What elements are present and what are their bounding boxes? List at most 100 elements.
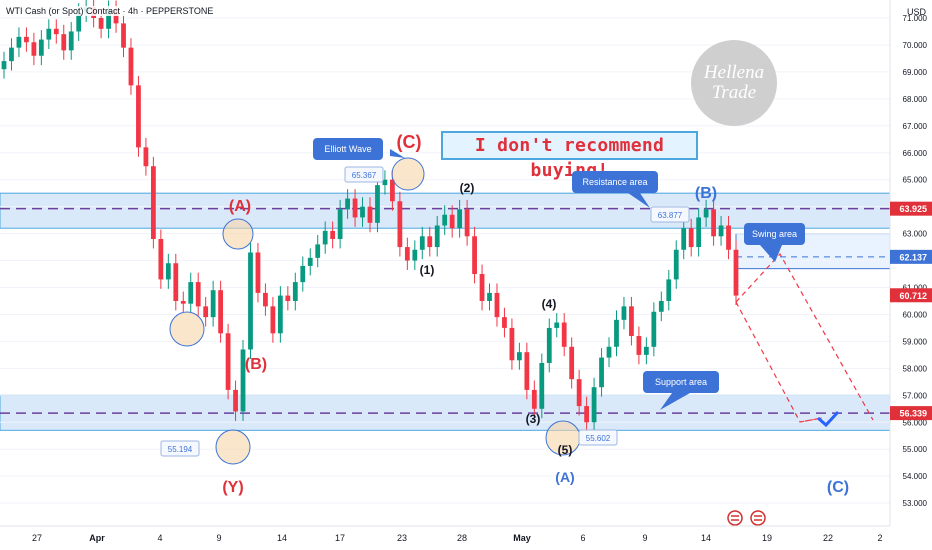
check-icon <box>817 410 840 428</box>
candle-body <box>315 244 321 258</box>
candle-body <box>113 9 119 24</box>
time-tick-label: 9 <box>642 533 647 543</box>
candle-body <box>98 18 104 29</box>
wave-label: (B) <box>695 185 717 202</box>
wave-label: (2) <box>460 181 475 195</box>
price-label-value: 63.925 <box>899 204 927 214</box>
price-tick-label: 55.000 <box>903 445 928 454</box>
candle-body <box>233 389 238 412</box>
candle-body <box>733 249 739 296</box>
symbol-title: WTI Cash (or Spot) Contract · 4h · PEPPE… <box>6 6 214 16</box>
price-label-box <box>890 288 932 303</box>
time-tick-label: Apr <box>89 533 105 543</box>
candle-body <box>658 300 664 312</box>
candle-body <box>584 406 590 423</box>
candle-body <box>165 263 171 280</box>
currency-label[interactable]: USD <box>906 7 926 17</box>
time-tick-label: 4 <box>157 533 162 543</box>
candle-body <box>629 306 634 337</box>
price-tick-label: 54.000 <box>903 472 928 481</box>
price-label-value: 60.712 <box>899 291 927 301</box>
candle-body <box>128 47 134 86</box>
price-tick-label: 57.000 <box>903 391 928 400</box>
callout-pointer <box>390 149 405 158</box>
wave-label: (3) <box>526 412 541 426</box>
wave-label: (Y) <box>222 479 243 496</box>
candle-body <box>621 306 627 320</box>
candle-body <box>24 36 29 43</box>
candle-body <box>270 306 276 334</box>
wave-label: (C) <box>397 132 422 152</box>
price-tag-box <box>160 440 200 457</box>
time-axis[interactable] <box>0 526 890 550</box>
price-tick-label: 65.000 <box>903 176 928 185</box>
candle-body <box>412 249 418 261</box>
brand-line-1: Hellena <box>703 62 765 83</box>
time-tick-label: 2 <box>877 533 882 543</box>
candle-body <box>210 290 216 318</box>
candle-body <box>606 346 612 358</box>
candle-body <box>666 279 672 301</box>
callout-resistance-area: Resistance area <box>572 171 658 193</box>
candle-body <box>345 198 350 210</box>
price-tick-label: 53.000 <box>903 499 928 508</box>
candle-body <box>382 179 388 186</box>
candle-body <box>539 362 545 409</box>
candle-body <box>464 209 470 237</box>
candle-body <box>390 179 395 202</box>
candle-body <box>614 319 619 347</box>
price-tick-label: 61.000 <box>903 284 928 293</box>
candle-body <box>292 282 298 301</box>
wave-label: (B) <box>245 356 267 373</box>
time-tick-label: 28 <box>457 533 467 543</box>
time-tick-label: 27 <box>32 533 42 543</box>
candle-body <box>367 206 373 223</box>
wave-label: (1) <box>420 263 435 277</box>
candle-body <box>404 247 410 261</box>
candle-body <box>569 346 575 380</box>
callout-pointer <box>660 393 690 410</box>
price-tick-label: 70.000 <box>903 41 928 50</box>
us-flag-icon[interactable] <box>750 510 766 526</box>
price-label-box <box>890 249 932 264</box>
time-tick-label: May <box>513 533 531 543</box>
price-label-box <box>890 406 932 421</box>
candle-body <box>599 357 604 388</box>
projection-path-2 <box>735 252 874 421</box>
candle-body <box>38 39 44 56</box>
candle-body <box>479 274 485 301</box>
brand-line-2: Trade <box>711 82 757 103</box>
wave-label: (C) <box>827 479 849 496</box>
wave-label: (5) <box>558 443 573 457</box>
time-tick-label: 17 <box>335 533 345 543</box>
price-tick-label: 56.000 <box>903 418 928 427</box>
candle-body <box>397 201 403 248</box>
candle-body <box>121 23 126 48</box>
candle-body <box>681 228 687 250</box>
price-tag-box <box>650 206 690 223</box>
candle-body <box>502 317 507 328</box>
candle-body <box>106 9 111 29</box>
price-axis[interactable] <box>890 0 932 550</box>
warning-note: I don't recommend buying! <box>441 131 698 181</box>
price-tick-label: 59.000 <box>903 337 928 346</box>
price-tick-label: 60.000 <box>903 310 928 319</box>
price-label-value: 56.339 <box>899 409 927 419</box>
time-tick-label: 14 <box>277 533 287 543</box>
candle-body <box>225 333 231 390</box>
callout-swing-area: Swing area <box>744 223 805 245</box>
candle-body <box>472 236 477 275</box>
candle-body <box>31 42 37 56</box>
candle-body <box>688 228 694 248</box>
callout-support-area: Support area <box>643 371 719 393</box>
candle-body <box>322 230 328 245</box>
candle-body <box>651 311 657 347</box>
candle-body <box>203 306 209 318</box>
us-flag-icon[interactable] <box>727 510 743 526</box>
candle-body <box>352 198 358 218</box>
callout-pointer <box>760 245 782 262</box>
candle-body <box>591 387 597 423</box>
candle-body <box>218 290 224 334</box>
wave-label: (A) <box>555 469 574 485</box>
